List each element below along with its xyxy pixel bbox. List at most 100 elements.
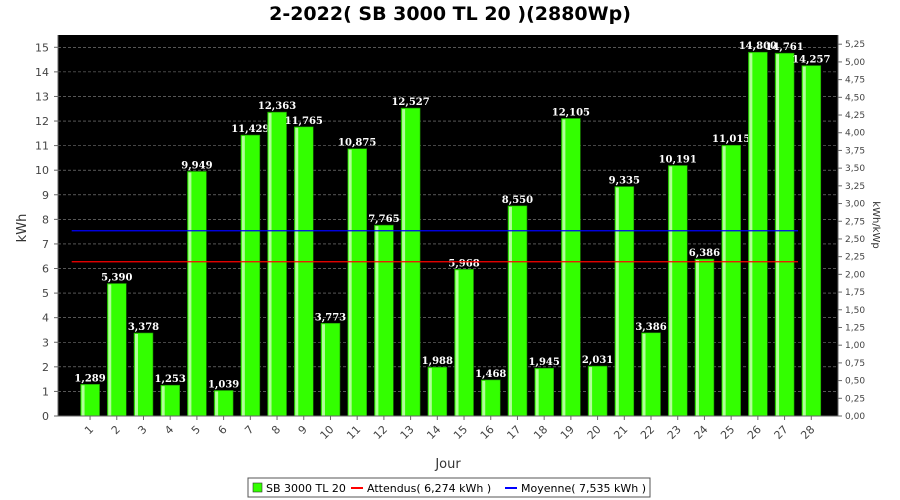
x-tick-label: 12: [371, 423, 390, 442]
bar-highlight: [562, 119, 566, 416]
y-tick-label: 0: [42, 410, 49, 423]
bar-highlight: [776, 54, 780, 416]
legend-box: [247, 477, 651, 498]
legend-label-bars: SB 3000 TL 20: [266, 482, 346, 495]
bar-highlight: [802, 66, 806, 416]
y-tick-label: 3: [42, 336, 49, 349]
data-label: 2,031: [582, 355, 613, 366]
x-tick-label: 4: [162, 423, 176, 437]
bar-highlight: [81, 385, 85, 416]
bar-highlight: [215, 391, 219, 416]
y-tick-label: 11: [35, 140, 49, 153]
y-right-tick-label: 3,75: [845, 146, 865, 156]
y-right-tick-label: 4,00: [845, 129, 865, 139]
bar-highlight: [695, 260, 699, 416]
y-tick-label: 4: [42, 312, 49, 325]
bar-highlight: [134, 333, 138, 416]
x-tick-label: 23: [665, 423, 684, 442]
y-tick-label: 8: [42, 213, 49, 226]
y-tick-label: 5: [42, 287, 49, 300]
data-label: 12,363: [258, 101, 296, 112]
y-tick-label: 13: [35, 90, 49, 103]
x-tick-label: 14: [424, 423, 443, 442]
legend-label-expected: Attendus( 6,274 kWh ): [367, 482, 491, 495]
y-right-tick-label: 4,75: [845, 76, 865, 86]
y-right-tick-label: 2,50: [845, 235, 865, 245]
data-label: 9,335: [609, 176, 640, 187]
x-tick-label: 20: [585, 423, 604, 442]
data-label: 10,191: [659, 154, 697, 165]
data-label: 5,390: [101, 273, 132, 284]
data-label: 3,386: [635, 322, 666, 333]
bar-highlight: [535, 369, 539, 416]
data-label: 11,429: [231, 124, 269, 135]
data-label: 1,253: [155, 374, 186, 385]
y-right-tick-label: 5,25: [845, 40, 865, 50]
bar-highlight: [268, 113, 272, 416]
bar-highlight: [428, 368, 432, 416]
y-right-tick-label: 0,50: [845, 377, 865, 387]
bar-highlight: [402, 109, 406, 417]
y-right-tick-label: 2,00: [845, 270, 865, 280]
y-right-tick-label: 1,50: [845, 306, 865, 316]
y-tick-label: 15: [35, 41, 49, 54]
y-right-tick-label: 0,75: [845, 359, 865, 369]
y-right-tick-label: 2,75: [845, 217, 865, 227]
y-right-tick-label: 2,25: [845, 253, 865, 263]
bar-highlight: [375, 226, 379, 416]
x-tick-label: 2: [109, 423, 123, 437]
x-tick-label: 21: [611, 423, 630, 442]
bar-highlight: [508, 206, 512, 416]
y-tick-label: 6: [42, 263, 49, 276]
y-tick-label: 14: [35, 66, 49, 79]
x-tick-label: 15: [451, 423, 470, 442]
bar-highlight: [188, 172, 192, 416]
data-label: 14,800: [739, 41, 777, 52]
data-label: 14,761: [765, 42, 803, 53]
data-label: 5,968: [448, 258, 479, 269]
y-right-tick-label: 4,25: [845, 111, 865, 121]
x-tick-label: 6: [216, 423, 230, 437]
x-tick-label: 10: [317, 423, 336, 442]
y-axis-right-label: kWh/kWp: [870, 201, 881, 248]
y-right-tick-label: 1,00: [845, 341, 865, 351]
x-tick-label: 7: [242, 423, 256, 437]
data-label: 1,039: [208, 379, 239, 390]
x-tick-label: 5: [189, 423, 203, 437]
y-tick-label: 7: [42, 238, 49, 251]
y-right-tick-label: 3,25: [845, 182, 865, 192]
x-tick-label: 28: [798, 423, 817, 442]
x-tick-label: 18: [531, 423, 550, 442]
data-label: 12,105: [552, 107, 590, 118]
y-right-tick-label: 0,00: [845, 412, 865, 422]
data-label: 10,875: [338, 138, 376, 149]
bar-highlight: [321, 324, 325, 416]
x-tick-label: 9: [296, 423, 310, 437]
data-label: 1,945: [529, 357, 560, 368]
bar-highlight: [295, 127, 299, 416]
x-tick-label: 8: [269, 423, 283, 437]
data-label: 6,386: [689, 248, 720, 259]
plot-area: 01234567891011121314150,000,250,500,751,…: [35, 35, 865, 442]
data-label: 3,773: [315, 312, 346, 323]
bar-highlight: [722, 146, 726, 416]
y-tick-label: 9: [42, 189, 49, 202]
y-right-tick-label: 5,00: [845, 58, 865, 68]
x-tick-label: 19: [558, 423, 577, 442]
y-right-tick-label: 3,50: [845, 164, 865, 174]
data-label: 1,289: [74, 373, 105, 384]
y-tick-label: 12: [35, 115, 49, 128]
y-tick-label: 10: [35, 164, 49, 177]
bar-highlight: [455, 270, 459, 416]
x-tick-label: 13: [398, 423, 417, 442]
legend: SB 3000 TL 20 Attendus( 6,274 kWh ) Moyenn…: [247, 477, 651, 498]
data-label: 9,949: [181, 160, 212, 171]
x-tick-label: 24: [691, 423, 710, 442]
bar-highlight: [108, 284, 112, 416]
bar-highlight: [241, 136, 245, 416]
y-tick-label: 1: [42, 385, 49, 398]
bar-highlight: [589, 367, 593, 416]
data-label: 7,765: [368, 214, 399, 225]
x-tick-label: 25: [718, 423, 737, 442]
